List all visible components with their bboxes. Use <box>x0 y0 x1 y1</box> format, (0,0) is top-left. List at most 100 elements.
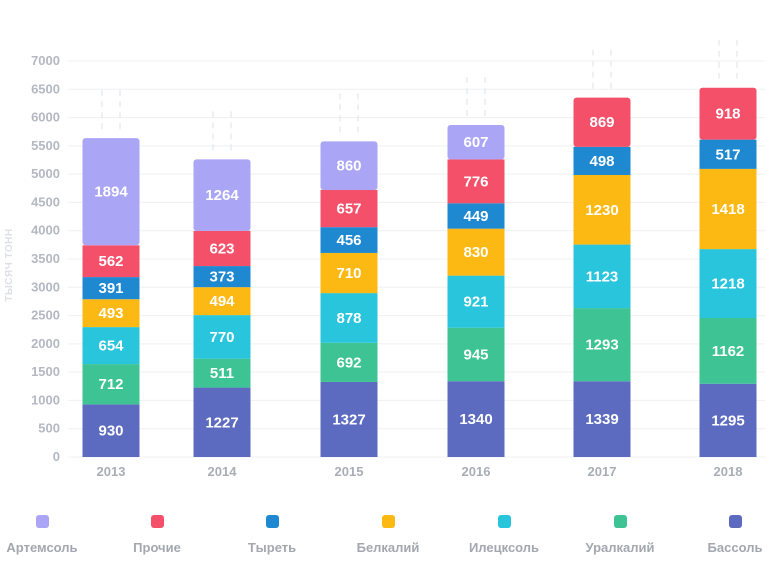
data-label: 869 <box>589 114 614 131</box>
x-tick-label: 2017 <box>588 464 617 479</box>
data-label: 1162 <box>712 343 745 360</box>
legend-label: Илецксоль <box>468 540 540 555</box>
y-tick-label: 500 <box>38 421 60 436</box>
x-tick-label: 2015 <box>335 464 364 479</box>
y-tick-label: 5000 <box>31 166 60 181</box>
y-tick-label: 0 <box>53 449 60 464</box>
x-tick-label: 2018 <box>714 464 743 479</box>
bar-segment <box>699 87 757 140</box>
bar-segment <box>447 275 505 328</box>
bar-segment <box>447 327 505 382</box>
y-tick-label: 3000 <box>31 279 60 294</box>
data-label: 1227 <box>205 414 238 431</box>
data-label: 391 <box>98 280 123 297</box>
legend-label: Уралкалий <box>585 540 655 555</box>
bar-segment <box>82 277 140 300</box>
y-tick-label: 7000 <box>31 53 60 68</box>
bar-segment <box>320 342 378 382</box>
legend-label: Прочие <box>133 540 181 555</box>
bar-2017: 1339 1293 1123 1230 498 869 <box>573 97 631 457</box>
data-label: 1327 <box>332 411 365 428</box>
bar-segment <box>699 168 757 250</box>
stacked-bar-chart: 0 500 1000 1500 2000 2500 3000 3500 4000 4500 5000… <box>4 39 765 479</box>
y-axis-label: ТЫСЯЧ ТОНН <box>4 228 15 301</box>
bar-segment <box>573 174 631 245</box>
bar-segment <box>320 252 378 294</box>
bar-segment <box>447 381 505 457</box>
data-label: 712 <box>98 376 123 393</box>
legend-item: Уралкалий <box>560 515 680 555</box>
legend-item: Прочие <box>97 515 217 555</box>
legend-item: Илецксоль <box>444 515 564 555</box>
bar-segment <box>447 203 505 229</box>
bar-segment <box>320 293 378 343</box>
bar-segment <box>193 230 251 267</box>
data-label: 1218 <box>711 276 744 293</box>
data-label: 945 <box>463 346 488 363</box>
y-tick-label: 3500 <box>31 251 60 266</box>
bar-segment <box>82 404 140 457</box>
bar-segment <box>320 227 378 253</box>
data-label: 1123 <box>586 268 619 285</box>
bar-segment <box>193 159 251 231</box>
legend-item: Артемсоль <box>0 515 102 555</box>
data-label: 607 <box>463 134 488 151</box>
data-label: 498 <box>589 153 614 170</box>
legend-label: Артемсоль <box>6 540 78 555</box>
bar-segment <box>193 287 251 316</box>
legend-swatch <box>150 515 164 528</box>
y-tick-label: 4000 <box>31 223 60 238</box>
bar-segment <box>82 299 140 328</box>
bar-segment <box>320 189 378 228</box>
data-label: 1894 <box>94 184 128 201</box>
y-tick-label: 5500 <box>31 138 60 153</box>
x-tick-label: 2013 <box>97 464 126 479</box>
bar-segment <box>82 138 140 246</box>
bar-segment <box>193 315 251 359</box>
data-label: 1295 <box>711 412 744 429</box>
y-tick-label: 4500 <box>31 194 60 209</box>
y-tick-label: 1000 <box>31 392 60 407</box>
legend-swatch <box>613 515 627 528</box>
data-label: 776 <box>463 173 488 190</box>
x-tick-label: 2016 <box>462 464 491 479</box>
y-tick-label: 2500 <box>31 308 60 323</box>
data-label: 449 <box>463 208 488 225</box>
bar-segment <box>573 244 631 309</box>
legend-swatch <box>35 515 49 528</box>
legend-item: Бассоль <box>675 515 771 555</box>
bar-segment <box>82 364 140 405</box>
data-label: 493 <box>98 305 123 322</box>
bar-segment <box>82 327 140 365</box>
legend-label: Тыреть <box>247 540 297 555</box>
legend-swatch <box>728 515 742 528</box>
data-label: 1264 <box>205 187 239 204</box>
bar-segment <box>447 228 505 276</box>
bar-segment <box>699 139 757 169</box>
data-label: 1339 <box>585 411 618 428</box>
legend-swatch <box>381 515 395 528</box>
y-tick-label: 6000 <box>31 110 60 125</box>
data-label: 918 <box>715 106 740 123</box>
bar-segment <box>320 141 378 190</box>
data-label: 511 <box>210 365 234 382</box>
bar-segment <box>573 381 631 457</box>
legend: Артемсоль Прочие Тыреть Белкалий Илецксоль Ур… <box>0 515 771 561</box>
data-label: 830 <box>463 244 488 261</box>
data-label: 1340 <box>459 411 492 428</box>
x-axis-ticks: 2013 2014 2015 2016 2017 2018 <box>97 464 743 479</box>
data-label: 692 <box>336 354 361 371</box>
legend-item: Тыреть <box>212 515 332 555</box>
legend-label: Бассоль <box>707 540 763 555</box>
data-label: 1293 <box>585 337 618 354</box>
bar-segment <box>447 159 505 204</box>
bar-segment <box>699 318 757 384</box>
data-label: 710 <box>336 265 361 282</box>
legend-item: Белкалий <box>328 515 448 555</box>
data-label: 878 <box>336 310 361 327</box>
bar-segment <box>699 383 757 457</box>
bar-2015: 1327 692 878 710 456 657 860 <box>320 141 378 457</box>
bars: 930 712 654 493 391 562 1894 1227 511 770 494 373 62… <box>82 87 757 457</box>
bar-2018: 1295 1162 1218 1418 517 918 <box>699 87 757 457</box>
y-axis-ticks: 0 500 1000 1500 2000 2500 3000 3500 4000 4500 5000… <box>31 53 60 464</box>
